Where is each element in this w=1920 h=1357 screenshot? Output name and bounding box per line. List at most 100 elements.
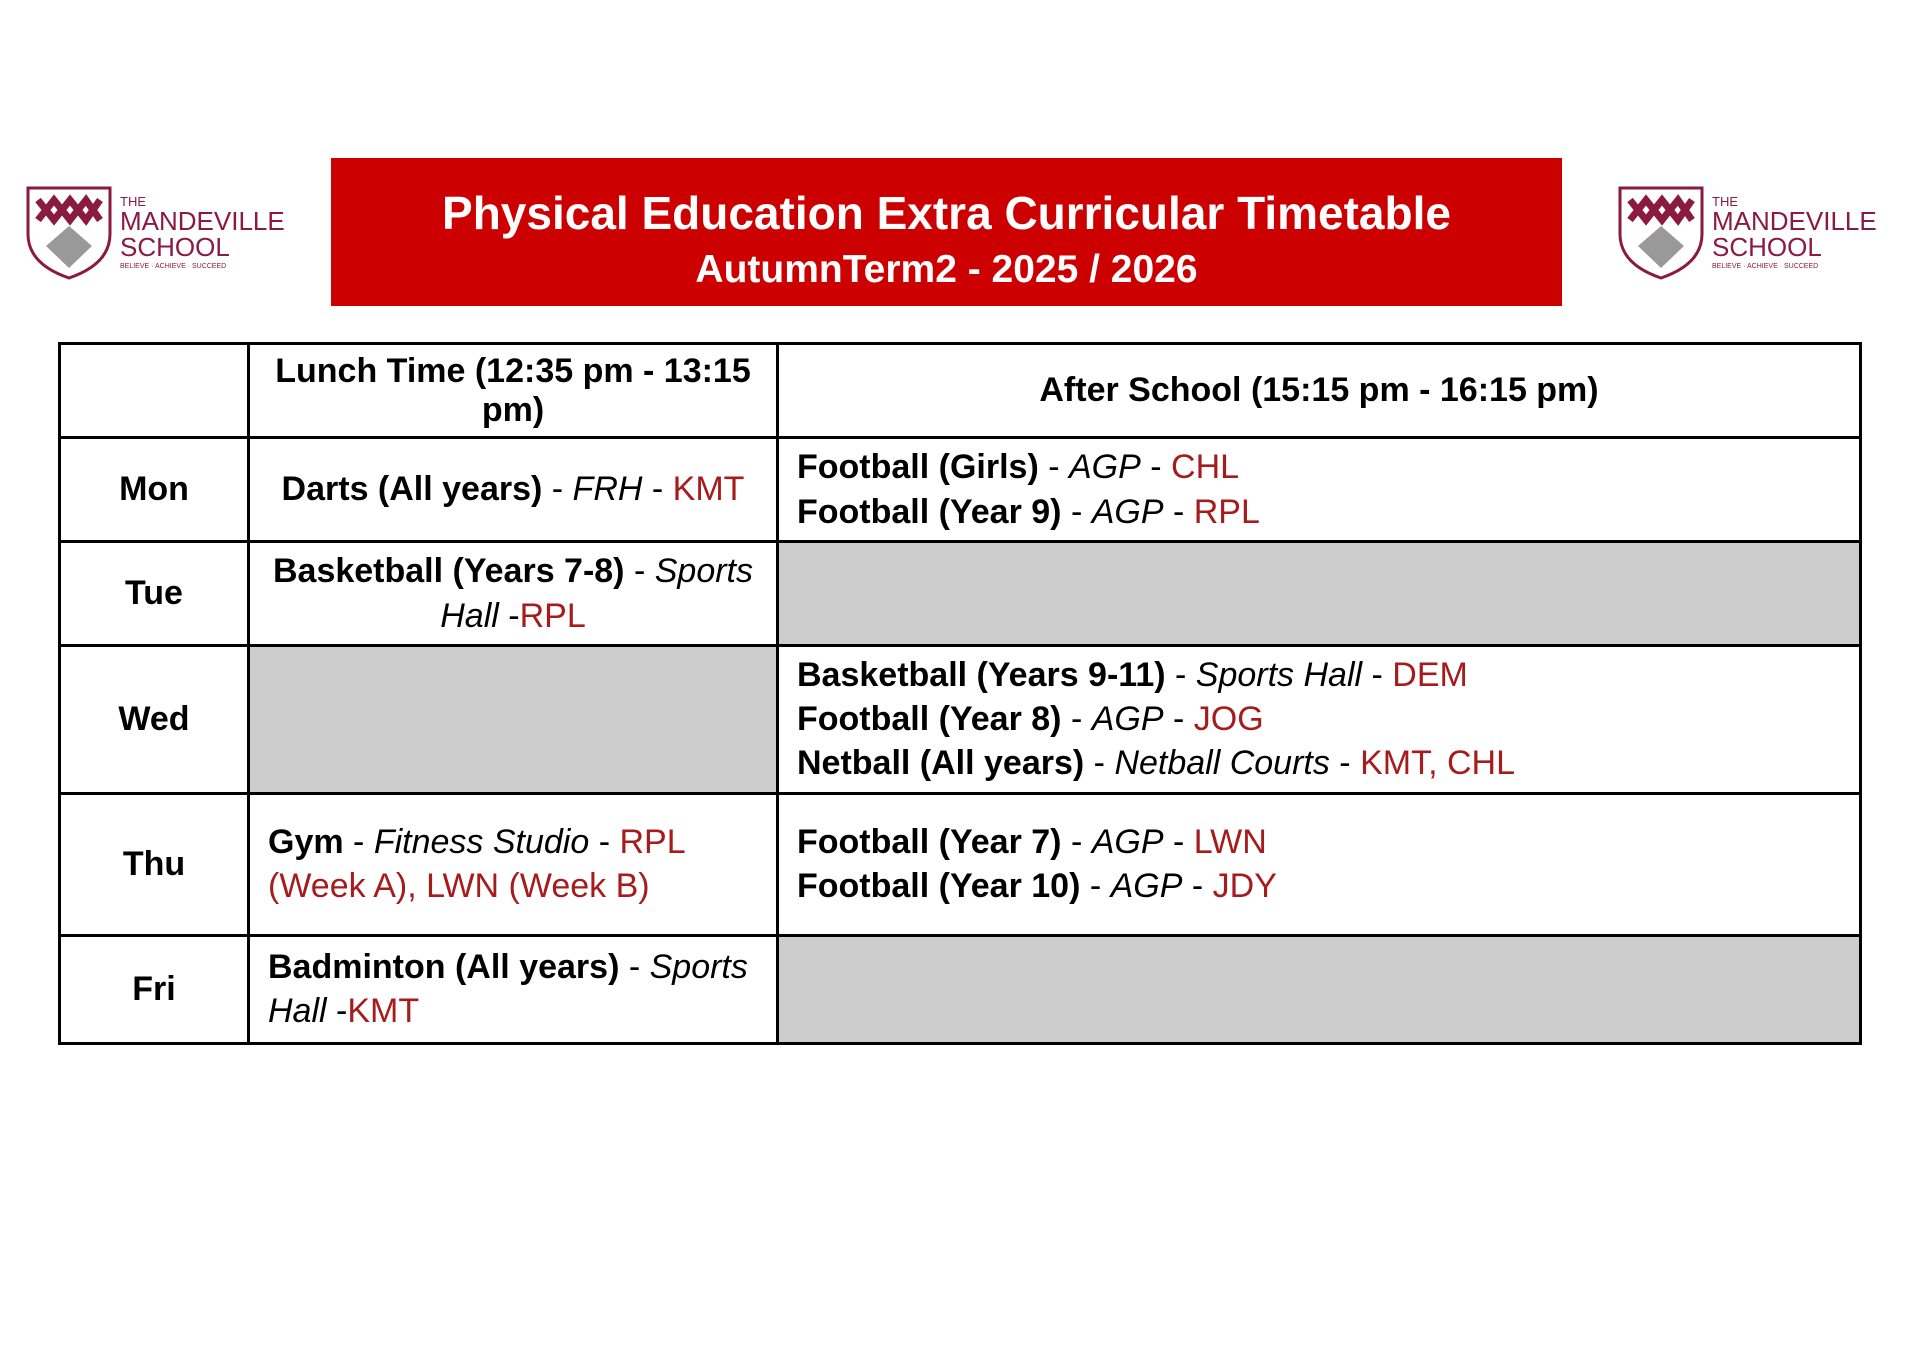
activity-staff: JDY [1212,867,1277,906]
activity-line: Football (Girls) - AGP - CHL [797,445,1841,489]
activity-bold: Netball (All years) [797,744,1085,783]
after-cell: Basketball (Years 9-11) - Sports Hall - … [776,644,1862,795]
activity-line: Basketball (Years 7-8) - Sports Hall -RP… [268,549,758,637]
activity-line: Football (Year 9) - AGP - RPL [797,490,1841,534]
activity-plain: - [589,822,620,861]
header-row: Lunch Time (12:35 pm - 13:15 pm) After Sc… [58,342,1862,439]
day-row: Fri Badminton (All years) - Sports Hall -… [58,933,1862,1045]
activity-staff: JOG [1193,700,1264,739]
activity-line: Basketball (Years 9-11) - Sports Hall - … [797,653,1841,697]
activity-italic: AGP [1091,822,1164,861]
logo-name: MANDEVILLE [1712,205,1877,236]
activity-italic: Netball Courts [1114,744,1330,783]
after-cell [776,540,1862,647]
activity-plain: - [1061,822,1092,861]
activity-plain: - [343,822,374,861]
activity-plain: - [326,992,348,1031]
activity-plain: - [498,596,520,635]
activity-bold: Football (Girls) [797,448,1039,487]
column-header: After School (15:15 pm - 16:15 pm) [776,342,1862,439]
activity-italic: Sports Hall [1195,656,1363,694]
logo-text: THE MANDEVILLE SCHOOL BELIEVE · ACHIEVE · S… [1712,195,1877,270]
logo-motto: BELIEVE · ACHIEVE · SUCCEED [120,262,227,270]
day-row: Thu Gym - Fitness Studio - RPL (Week A), … [58,791,1862,937]
activity-plain: - [619,947,650,986]
logo-motto: BELIEVE · ACHIEVE · SUCCEED [1712,262,1819,270]
activity-plain: - [1038,448,1069,487]
activity-line: Netball (All years) - Netball Courts - K… [797,741,1841,785]
activity-bold: Football (Year 8) [797,700,1062,739]
activity-line: Football (Year 7) - AGP - LWN [797,820,1841,864]
activity-line: Badminton (All years) - Sports Hall -KMT [268,945,758,1033]
day-cell: Thu [58,791,250,937]
day-row: Mon Darts (All years) - FRH - KMT Football… [58,436,1862,543]
after-cell: Football (Year 7) - AGP - LWN Football (Y… [776,791,1862,937]
activity-staff: KMT [347,992,420,1031]
activity-plain: - [1163,822,1194,861]
after-cell [776,933,1862,1045]
activity-bold: Football (Year 9) [797,492,1062,531]
lunch-cell: Basketball (Years 7-8) - Sports Hall -RP… [247,540,779,647]
activity-bold: Football (Year 7) [797,822,1062,861]
day-cell: Mon [58,436,250,543]
activity-plain: - [624,552,655,591]
activity-plain: - [1165,656,1196,694]
activity-bold: Darts (All years) [281,470,543,509]
logo-name: MANDEVILLE [120,205,285,236]
logo-name: SCHOOL [120,231,230,262]
activity-plain: - [642,470,673,509]
activity-staff: DEM [1392,656,1468,694]
activity-plain: - [1163,700,1194,739]
corner-cell [58,342,250,439]
activity-plain: - [1329,744,1361,783]
activity-bold: Badminton (All years) [268,947,620,986]
activity-plain: - [1084,744,1115,783]
logo-left: THE MANDEVILLE SCHOOL BELIEVE · ACHIEVE · S… [24,184,288,280]
day-cell: Wed [58,644,250,795]
activity-line: Gym - Fitness Studio - RPL (Week A), LWN… [268,820,758,908]
activity-plain: - [1182,867,1213,906]
logo-the: THE [1712,193,1738,209]
logo-right: THE MANDEVILLE SCHOOL BELIEVE · ACHIEVE · S… [1616,184,1880,280]
activity-staff: KMT [672,470,745,509]
activity-italic: Fitness Studio [373,822,590,861]
lunch-cell [247,644,779,795]
logo-text: THE MANDEVILLE SCHOOL BELIEVE · ACHIEVE · S… [120,195,285,270]
activity-italic: Sports Hall [440,552,753,635]
activity-italic: AGP [1110,867,1183,906]
day-row: Tue Basketball (Years 7-8) - Sports Hall … [58,540,1862,647]
activity-line: Football (Year 10) - AGP - JDY [797,864,1841,908]
activity-italic: AGP [1091,492,1164,531]
logo-the: THE [120,193,146,209]
activity-italic: AGP [1069,448,1141,487]
activity-plain: - [1061,492,1092,531]
day-cell: Tue [58,540,250,647]
activity-bold: Basketball (Years 7-8) [272,552,625,591]
title-banner: Physical Education Extra Curricular Time… [331,158,1562,306]
activity-staff: RPL [519,596,586,635]
column-header: Lunch Time (12:35 pm - 13:15 pm) [247,342,779,439]
activity-italic: Sports Hall [268,947,748,1031]
activity-staff: LWN [1193,822,1267,861]
day-row: Wed Basketball (Years 9-11) - Sports Hall… [58,644,1862,795]
crest [1618,186,1704,280]
activity-staff: RPL [1193,492,1260,531]
crest [26,186,112,280]
title: Physical Education Extra Curricular Time… [442,187,1451,239]
activity-italic: FRH [572,470,643,509]
activity-bold: Football (Year 10) [797,867,1081,906]
activity-line: Football (Year 8) - AGP - JOG [797,697,1841,741]
activity-staff: CHL [1171,448,1240,487]
logo-name: SCHOOL [1712,231,1822,262]
activity-bold: Basketball (Years 9-11) [797,656,1166,694]
activity-plain: - [1080,867,1111,906]
activity-bold: Gym [268,822,344,861]
lunch-cell: Badminton (All years) - Sports Hall -KMT [247,933,779,1045]
activity-plain: - [1163,492,1194,531]
lunch-cell: Darts (All years) - FRH - KMT [247,436,779,543]
timetable: Lunch Time (12:35 pm - 13:15 pm) After Sc… [58,342,1862,1045]
activity-plain: - [1362,656,1393,694]
activity-plain: - [1061,700,1092,739]
activity-plain: - [542,470,573,509]
